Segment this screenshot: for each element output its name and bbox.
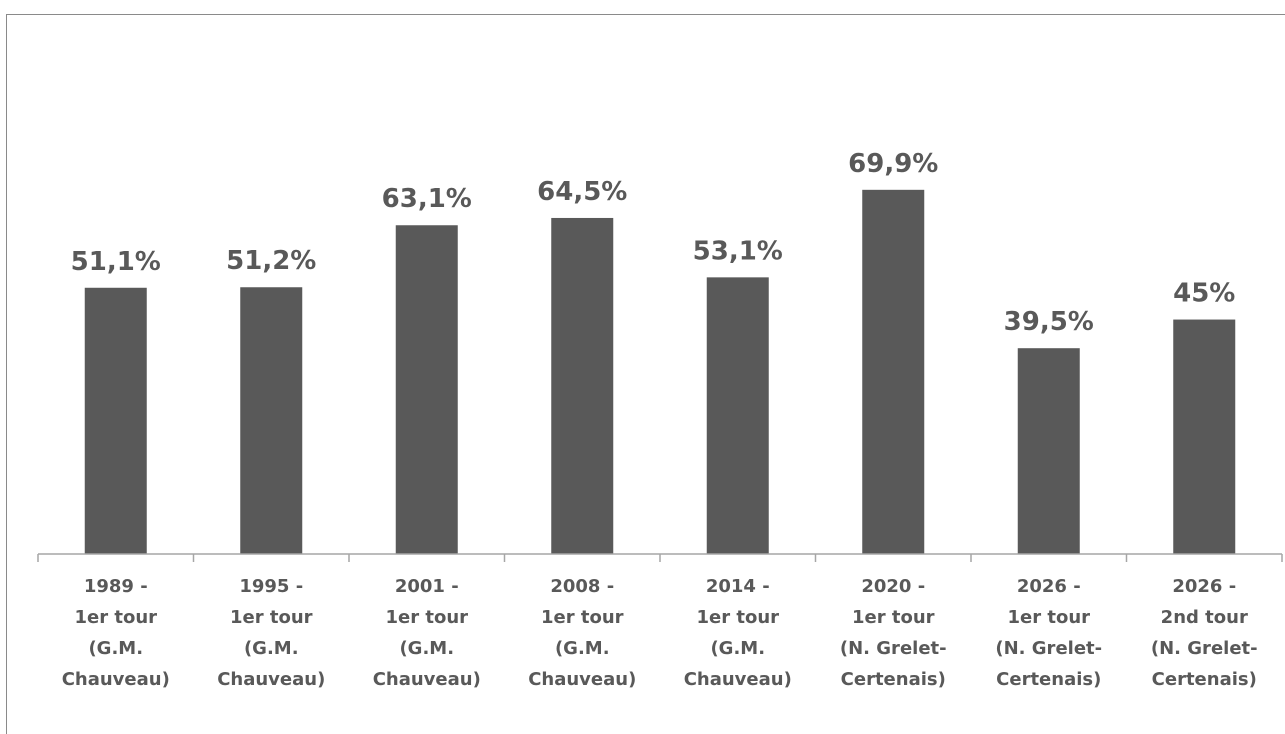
x-tick-label-line: (G.M. — [88, 638, 143, 659]
x-tick-label-line: 2001 - — [395, 576, 459, 597]
bar-3 — [551, 217, 614, 554]
x-tick-label-line: 2026 - — [1017, 576, 1081, 597]
bar-1 — [240, 287, 303, 554]
x-tick-label-5: 2020 - 1er tour (N. Grelet- Certenais) — [840, 576, 947, 690]
x-tick-label-line: 1989 - — [84, 576, 148, 597]
data-label-0: 51,1% — [71, 247, 161, 277]
data-label-5: 69,9% — [848, 149, 938, 179]
x-tick-label-line: 2014 - — [706, 576, 770, 597]
x-tick-label-line: (N. Grelet- — [1151, 638, 1258, 659]
x-tick-label-line: (N. Grelet- — [840, 638, 947, 659]
x-tick-label-2: 2001 - 1er tour (G.M. Chauveau) — [373, 576, 481, 690]
x-tick-label-line: Chauveau) — [217, 669, 325, 690]
x-tick-label-7: 2026 - 2nd tour (N. Grelet- Certenais) — [1151, 576, 1258, 690]
x-tick-label-line: Certenais) — [1152, 669, 1257, 690]
bar-4 — [706, 277, 769, 554]
data-label-2: 63,1% — [382, 184, 472, 214]
x-tick-label-line: Chauveau) — [684, 669, 792, 690]
x-tick-label-line: 2nd tour — [1161, 607, 1248, 628]
x-tick-label-line: (G.M. — [555, 638, 610, 659]
x-tick-label-6: 2026 - 1er tour (N. Grelet- Certenais) — [995, 576, 1102, 690]
x-tick-label-4: 2014 - 1er tour (G.M. Chauveau) — [684, 576, 792, 690]
x-tick-label-0: 1989 - 1er tour (G.M. Chauveau) — [62, 576, 170, 690]
x-tick-label-line: Chauveau) — [373, 669, 481, 690]
x-tick-label-line: 1er tour — [385, 607, 468, 628]
x-axis-labels-group: 1989 - 1er tour (G.M. Chauveau) 1995 - 1er to… — [62, 576, 1258, 690]
x-tick-label-line: Chauveau) — [62, 669, 170, 690]
data-label-6: 39,5% — [1004, 307, 1094, 337]
x-tick-label-line: (N. Grelet- — [995, 638, 1102, 659]
x-tick-label-line: 1er tour — [74, 607, 157, 628]
x-tick-label-line: 1er tour — [852, 607, 935, 628]
data-label-1: 51,2% — [226, 246, 316, 276]
bar-7 — [1173, 319, 1236, 554]
x-tick-label-line: Certenais) — [841, 669, 946, 690]
bar-5 — [862, 189, 925, 555]
x-tick-label-1: 1995 - 1er tour (G.M. Chauveau) — [217, 576, 325, 690]
bar-2 — [395, 225, 458, 554]
x-tick-label-line: 2020 - — [861, 576, 925, 597]
data-label-4: 53,1% — [693, 236, 783, 266]
x-tick-label-line: 2008 - — [550, 576, 614, 597]
x-tick-label-line: Chauveau) — [528, 669, 636, 690]
data-label-7: 45% — [1173, 279, 1235, 309]
x-tick-label-line: (G.M. — [710, 638, 765, 659]
chart-frame — [6, 14, 1285, 734]
x-tick-label-line: 2026 - — [1172, 576, 1236, 597]
bar-0 — [84, 287, 147, 554]
bars-group — [84, 189, 1236, 555]
x-axis-ticks-group — [37, 554, 1283, 562]
x-tick-label-line: (G.M. — [244, 638, 299, 659]
x-tick-label-line: (G.M. — [399, 638, 454, 659]
value-labels-group: 51,1% 51,2% 63,1% 64,5% 53,1% 69,9% 39,5% 45% — [71, 149, 1236, 337]
bar-6 — [1017, 348, 1080, 554]
x-tick-label-line: 1er tour — [696, 607, 779, 628]
x-tick-label-line: 1995 - — [239, 576, 303, 597]
x-tick-label-line: Certenais) — [996, 669, 1101, 690]
x-tick-label-line: 1er tour — [541, 607, 624, 628]
x-tick-label-3: 2008 - 1er tour (G.M. Chauveau) — [528, 576, 636, 690]
x-tick-label-line: 1er tour — [230, 607, 313, 628]
x-tick-label-line: 1er tour — [1007, 607, 1090, 628]
data-label-3: 64,5% — [537, 177, 627, 207]
